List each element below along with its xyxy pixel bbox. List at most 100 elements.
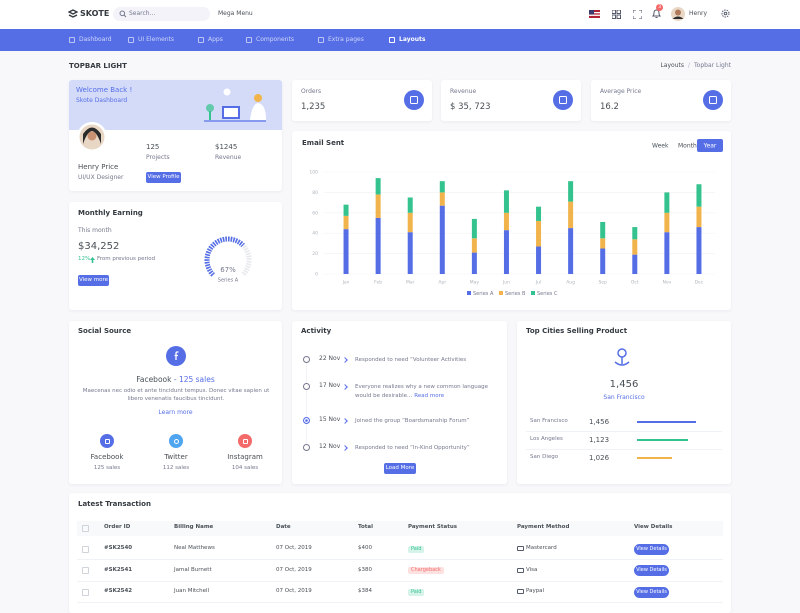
nav-item t[interactable]: Dashboard [79, 36, 112, 43]
revenue-label: Revenue [215, 154, 242, 161]
bar-segment [407, 232, 413, 274]
path [633, 10, 642, 19]
stat-icon [404, 90, 424, 110]
read-more-link[interactable]: Read more [414, 393, 445, 399]
up-arrow [90, 257, 95, 263]
city-progress [637, 439, 688, 441]
search-box[interactable] [113, 7, 210, 21]
t city-value: 1,456 [589, 417, 610, 426]
view-profile-button[interactable]: View Profile [146, 172, 181, 183]
profile-name: Henry Price [78, 163, 119, 171]
earning-note: From previous period [97, 256, 156, 262]
y-tick-label: 20 [312, 251, 318, 257]
t table-header: Payment Method [517, 524, 570, 530]
x-tick-label: Jan [342, 280, 350, 286]
t muted stat-label: Revenue [450, 88, 477, 95]
period-button[interactable]: Week [652, 143, 669, 150]
gauge: 67% Series A [204, 236, 252, 284]
x-tick-label: Jul [535, 280, 541, 286]
table-header-bg [77, 521, 723, 536]
gauge-name: Series A [218, 278, 239, 284]
navbar [0, 29, 800, 51]
legend-swatch [531, 291, 535, 295]
circle [87, 131, 97, 141]
cities-title: Top Cities Selling Product [526, 327, 628, 335]
card-icon [517, 567, 524, 573]
bar-segment [632, 227, 638, 240]
welcome-title: Welcome Back ! [76, 86, 133, 94]
checkbox[interactable] [82, 525, 89, 532]
nav-item t[interactable]: Components [256, 36, 294, 43]
bar-segment [375, 217, 381, 274]
gauge-value [204, 236, 245, 277]
path [250, 103, 266, 120]
y-tick-label: 100 [309, 170, 318, 176]
nav-icon [246, 37, 252, 43]
nav-item t[interactable]: Extra pages [328, 36, 364, 43]
earning-title: Monthly Earning [78, 209, 143, 217]
nav-item t[interactable]: UI Elements [138, 36, 175, 43]
nav-item t[interactable]: Layouts [399, 36, 426, 43]
profile-avatar [77, 122, 107, 152]
circle [675, 9, 681, 16]
stat-icon-glyph [709, 96, 717, 104]
btn view-details-button[interactable]: View Details [634, 586, 669, 598]
nav-icon [318, 37, 324, 43]
timeline-dot [303, 444, 310, 451]
bar-segment [471, 238, 477, 253]
t muted city-name: Los Angeles [530, 436, 563, 442]
checkbox[interactable] [82, 567, 89, 574]
row-divider [77, 559, 723, 560]
stat-icon-glyph [410, 96, 418, 104]
t muted stat-label: Orders [301, 88, 322, 95]
period-button[interactable]: Year [703, 143, 717, 150]
period-button[interactable]: Month [678, 143, 697, 150]
mega-menu[interactable]: Mega Menu [218, 10, 253, 17]
bar-segment [536, 246, 542, 274]
muted activity-text: Joined the group “Boardsmanship Forum” [355, 418, 470, 424]
checkbox[interactable] [82, 545, 89, 553]
x-tick-label: Apr [438, 280, 446, 286]
bar-segment [664, 232, 670, 274]
transactions-card [69, 493, 731, 613]
breadcrumb-item: Topbar Light [694, 62, 731, 69]
nav-icon [69, 37, 75, 43]
rect [224, 108, 238, 117]
projects-label: Projects [146, 154, 170, 161]
t table-header: Order ID [104, 524, 131, 530]
btn view-details-button[interactable]: View Details [634, 565, 669, 576]
row-divider [526, 431, 722, 432]
page: {"header": {"logo": "SKOTE", "search_pla… [0, 4, 800, 603]
view-more-button[interactable]: View more [78, 275, 109, 286]
user-name[interactable]: Henry [689, 10, 708, 17]
revenue-value: $1245 [215, 143, 238, 151]
btn view-details-button[interactable]: View Details [634, 543, 669, 555]
t activity-date: 12 Nov [319, 443, 341, 450]
t muted city-name: San Diego [530, 454, 559, 460]
rect [616, 10, 621, 14]
period-button-bg [697, 139, 723, 152]
bar-segment [600, 221, 606, 239]
social-headline: Facebook - 125 sales [69, 376, 282, 384]
legend-swatch [467, 291, 471, 295]
cities-value: 1,456 [609, 379, 639, 390]
breadcrumb-item[interactable]: Layouts [660, 62, 684, 69]
illustration [204, 88, 266, 122]
bar-segment [439, 205, 445, 274]
t activity-date: 17 Nov [319, 382, 341, 389]
legend-swatch [499, 291, 503, 295]
transactions-title: Latest Transaction [78, 500, 151, 508]
nav-item t[interactable]: Apps [208, 36, 223, 43]
t table-cell: Jamal Burnett [174, 566, 212, 573]
t stat-value: 16.2 [600, 102, 619, 112]
social-link[interactable]: Learn more [158, 409, 193, 416]
notification-badge: 3 [656, 4, 663, 11]
t social-item-name: Twitter [164, 453, 188, 461]
x-tick-label: Oct [631, 280, 639, 286]
x-tick-label: May [470, 280, 480, 286]
user-avatar [671, 7, 685, 21]
bar-segment [375, 194, 381, 218]
checkbox[interactable] [82, 588, 89, 596]
load-more-button[interactable]: Load More [384, 463, 416, 474]
bar-segment [343, 229, 349, 274]
